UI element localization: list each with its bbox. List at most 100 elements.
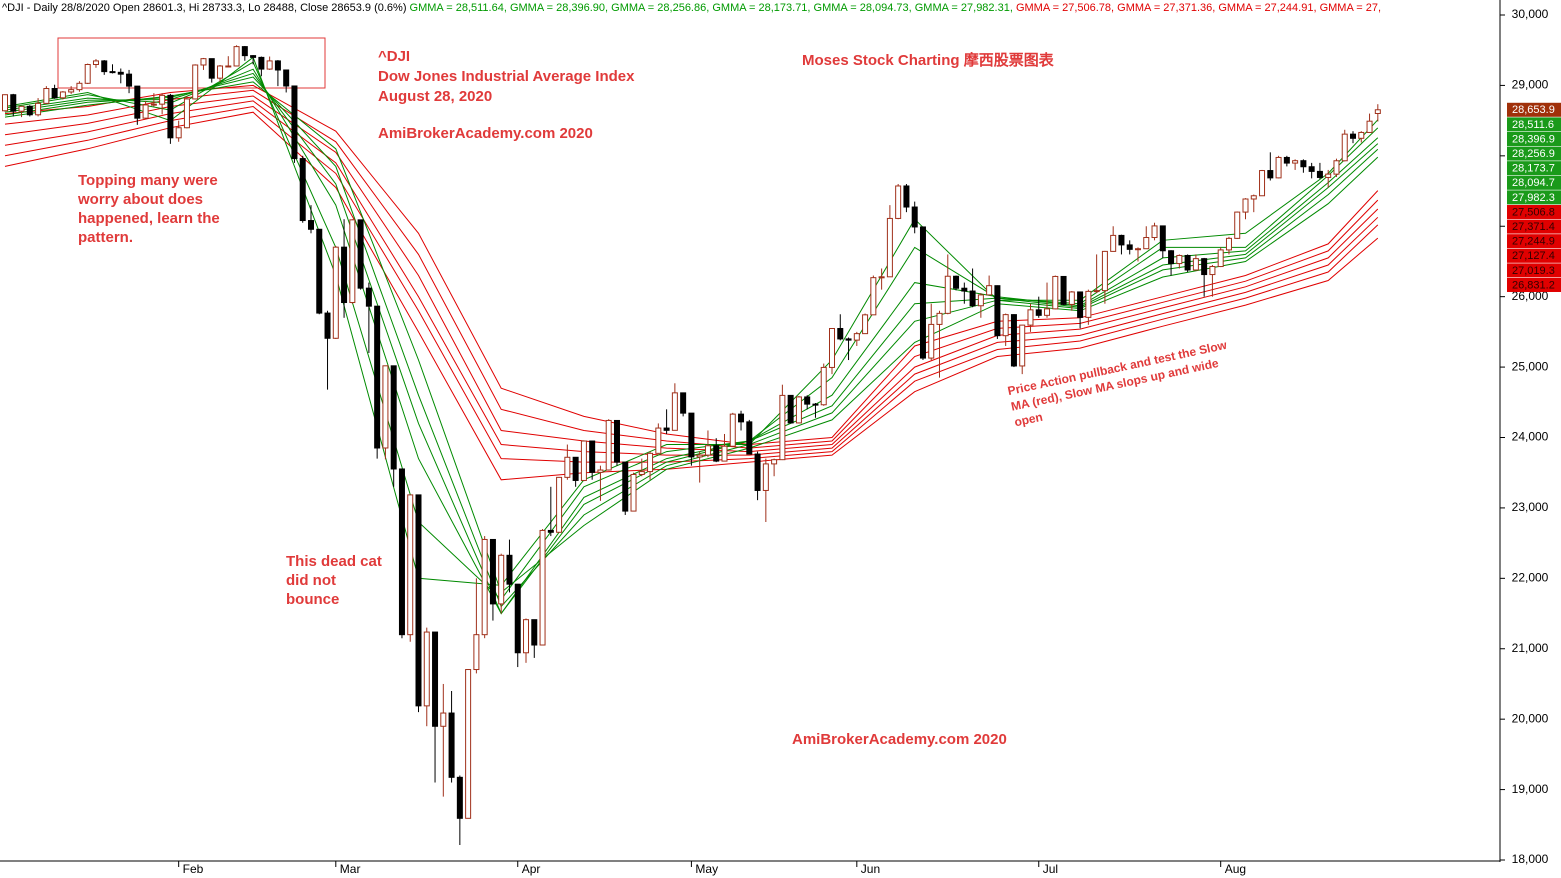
candle-body xyxy=(299,158,306,222)
candle-body xyxy=(1333,160,1340,175)
candle-body xyxy=(647,452,654,473)
end-label-bg xyxy=(1507,117,1561,132)
candle-body xyxy=(291,85,298,160)
candle-body xyxy=(1085,290,1092,318)
gmma-line xyxy=(4,111,1379,481)
candle-body xyxy=(1068,291,1075,305)
site-label: AmiBrokerAcademy.com 2020 xyxy=(792,731,1007,748)
candle-body xyxy=(605,419,612,471)
candle-body xyxy=(721,445,728,462)
candle-body xyxy=(1093,290,1100,293)
candle-body xyxy=(109,71,116,74)
candle-body xyxy=(539,529,546,646)
candle-body xyxy=(498,554,505,605)
candle-body xyxy=(349,219,356,304)
candle-body xyxy=(655,427,662,454)
candle-body xyxy=(580,440,587,481)
gmma-line xyxy=(4,105,1379,463)
candle-body xyxy=(332,246,339,339)
candle-body xyxy=(68,89,75,93)
candle-body xyxy=(117,71,124,75)
candle-body xyxy=(886,217,893,278)
candle-body xyxy=(398,468,405,636)
candle-body xyxy=(1350,133,1357,139)
candle-body xyxy=(18,105,25,112)
y-tick-label: 23,000 xyxy=(1512,500,1549,514)
candle-body xyxy=(307,220,314,230)
candle-body xyxy=(895,185,902,219)
candle-body xyxy=(217,65,224,79)
end-label-bg xyxy=(1507,219,1561,234)
candle-body xyxy=(1192,258,1199,271)
end-label: 27,982.3 xyxy=(1512,192,1555,204)
candle-body xyxy=(440,712,447,727)
candle-body xyxy=(953,275,960,289)
candle-body xyxy=(1151,225,1158,239)
gmma-line xyxy=(4,81,1379,594)
candle-body xyxy=(572,456,579,481)
end-label: 28,173.7 xyxy=(1512,163,1555,175)
candle-body xyxy=(324,312,331,339)
candle-body xyxy=(903,185,910,208)
candle-body xyxy=(374,305,381,449)
note-line: open xyxy=(1013,410,1044,430)
candle-body xyxy=(853,333,860,341)
candle-body xyxy=(200,58,207,66)
candle-body xyxy=(829,327,835,368)
header-item: GMMA = 27,982.31, xyxy=(915,2,1016,14)
candle-body xyxy=(1234,211,1241,239)
candle-body xyxy=(589,440,596,473)
candle-body xyxy=(192,64,199,100)
candle-body xyxy=(150,103,157,106)
x-tick-label: May xyxy=(695,862,718,876)
end-label-bg xyxy=(1507,190,1561,205)
candle-body xyxy=(390,365,397,470)
y-tick-label: 19,000 xyxy=(1512,782,1549,796)
candle-body xyxy=(84,64,91,84)
note-line: Topping many were xyxy=(78,172,218,189)
candle-body xyxy=(1250,195,1257,200)
candle-body xyxy=(1159,225,1166,252)
note-line: This dead cat xyxy=(286,553,382,570)
candle-body xyxy=(663,427,670,431)
candle-body xyxy=(812,403,819,406)
candle-body xyxy=(994,285,1001,337)
candle-body xyxy=(911,206,918,228)
note-line: did not xyxy=(286,572,336,589)
candle-body xyxy=(142,104,149,119)
y-tick-label: 26,000 xyxy=(1512,289,1549,303)
index-date: August 28, 2020 xyxy=(378,88,492,105)
candle-body xyxy=(448,712,455,778)
candle-body xyxy=(1035,309,1042,316)
candle-body xyxy=(233,46,240,67)
y-tick-label: 20,000 xyxy=(1512,711,1549,725)
candle-body xyxy=(316,228,323,314)
candle-body xyxy=(266,60,273,70)
candle-body xyxy=(1126,244,1133,250)
candle-body xyxy=(638,471,645,475)
candle-body xyxy=(465,669,472,819)
candle-body xyxy=(489,538,496,605)
candle-body xyxy=(1027,309,1034,326)
candle-body xyxy=(432,631,439,727)
candle-body xyxy=(26,105,33,116)
candle-body xyxy=(564,456,571,478)
end-label-bg xyxy=(1507,277,1561,292)
candle-body xyxy=(10,94,17,112)
candle-body xyxy=(919,226,926,359)
brand: Moses Stock Charting 摩西股票图表 xyxy=(802,51,1055,69)
axis-labels: 18,000 19,000 20,000 21,000 22,000 23,000 24,0… xyxy=(178,7,1561,876)
candle-body xyxy=(704,445,711,456)
candle-body xyxy=(258,56,265,70)
candle-body xyxy=(365,287,372,307)
candle-body xyxy=(1143,237,1150,250)
y-tick-label: 21,000 xyxy=(1512,641,1549,655)
header: ^DJI - Daily 28/8/2020 Open 28601.3, Hi … xyxy=(2,2,1381,14)
candle-body xyxy=(274,60,281,71)
candle-body xyxy=(341,246,348,304)
candle-body xyxy=(43,88,50,104)
candle-body xyxy=(1019,324,1026,367)
candle-body xyxy=(1341,133,1348,162)
candle-body xyxy=(1275,156,1282,179)
